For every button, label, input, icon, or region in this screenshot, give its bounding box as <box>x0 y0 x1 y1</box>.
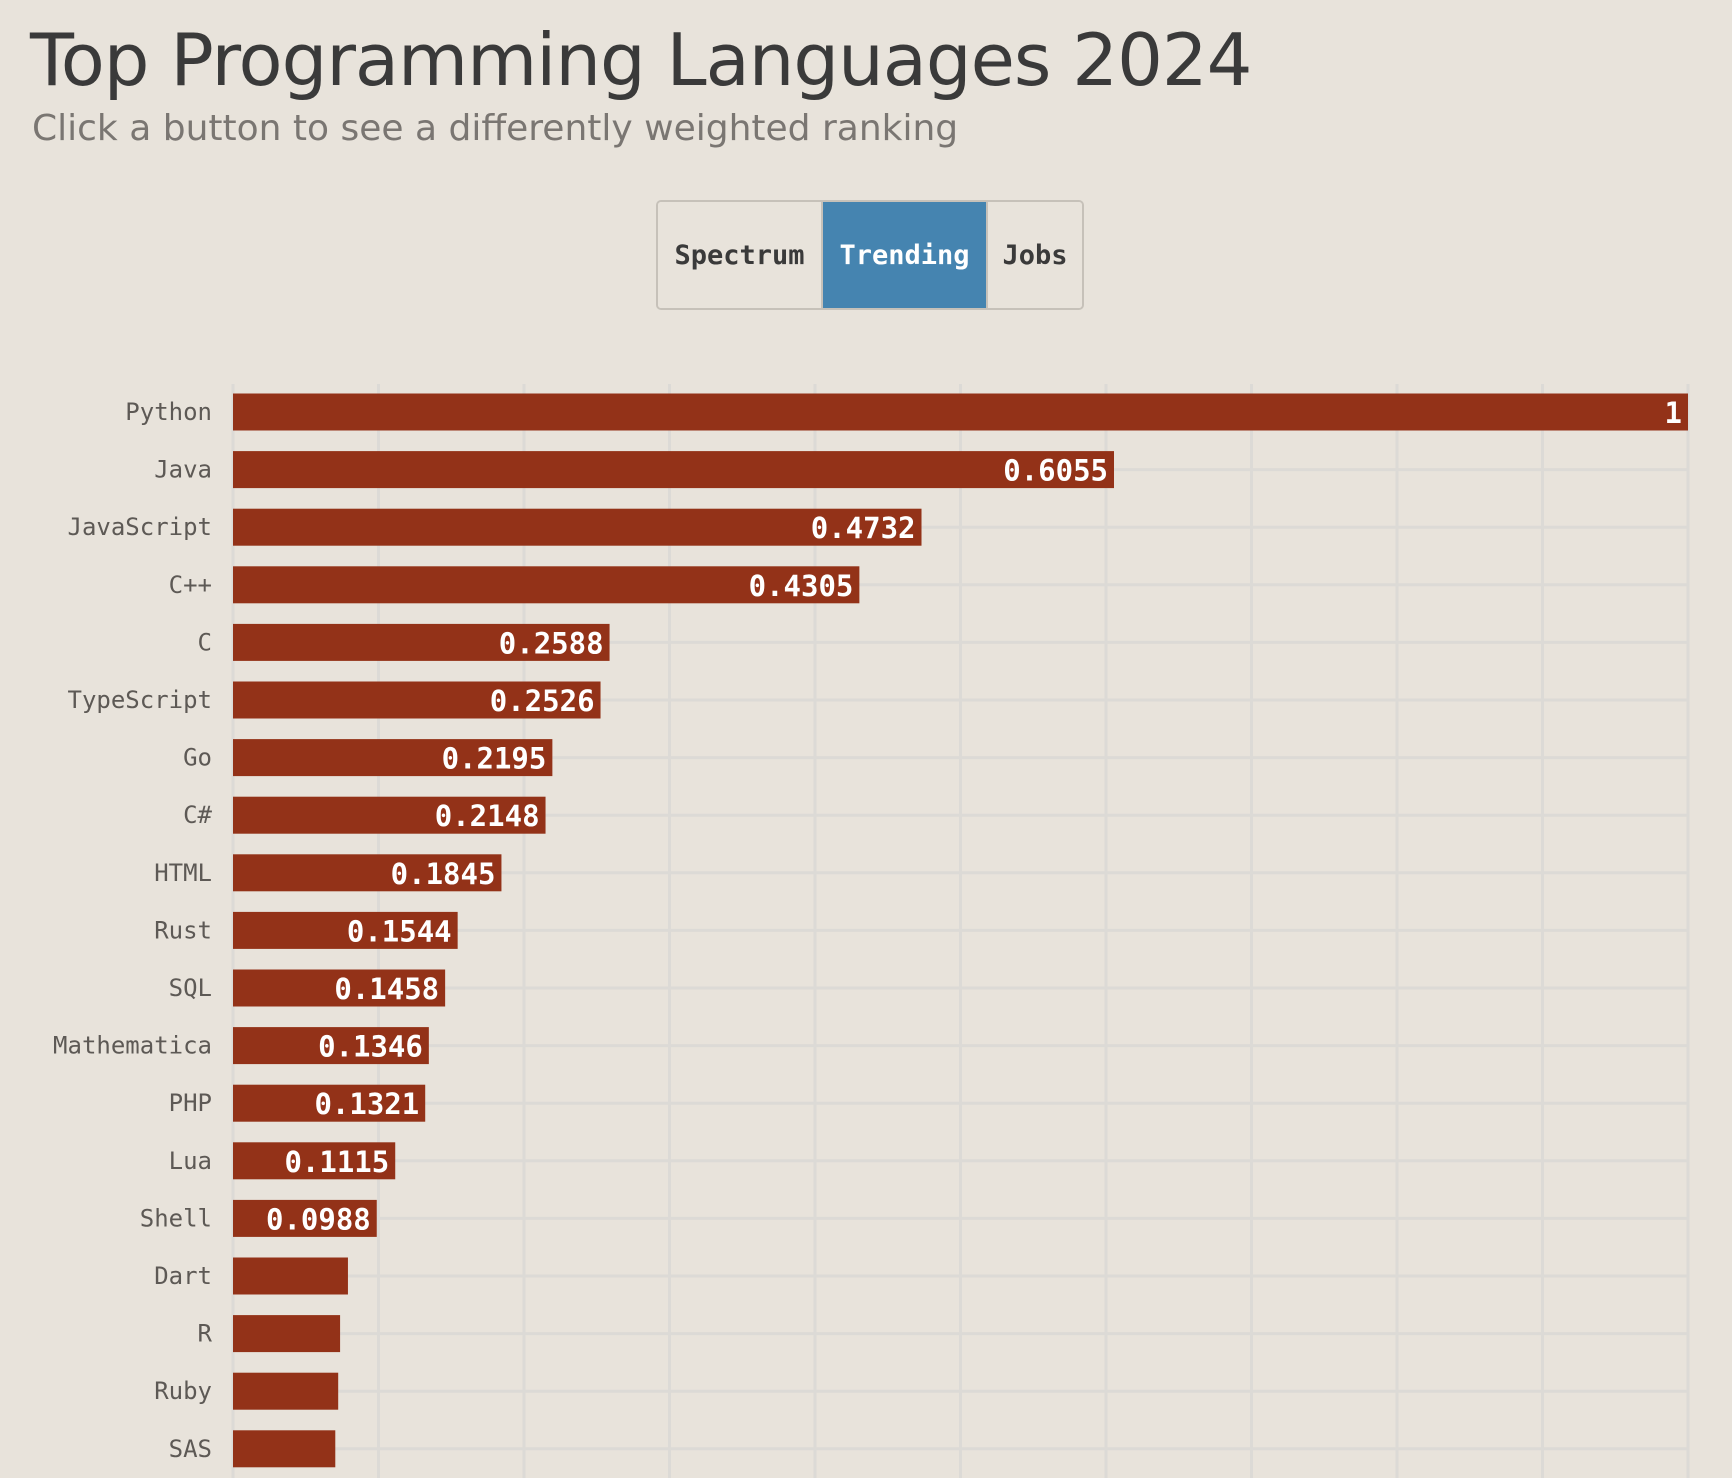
value-label: 0.1845 <box>391 857 496 891</box>
value-label: 0.1115 <box>284 1145 389 1179</box>
value-label: 0.1346 <box>318 1030 423 1064</box>
value-label: 0.2148 <box>435 799 540 833</box>
bar-shell[interactable] <box>233 1199 377 1237</box>
bar-go[interactable] <box>233 739 553 777</box>
category-label: Java <box>154 456 212 484</box>
bar-python[interactable] <box>233 393 1688 431</box>
bar-sql[interactable] <box>233 969 446 1007</box>
value-label: 0.1544 <box>347 914 452 948</box>
jobs-button[interactable]: Jobs <box>986 202 1082 308</box>
bar-dart[interactable] <box>233 1257 348 1295</box>
category-label: HTML <box>154 859 212 887</box>
category-label: Lua <box>169 1147 212 1175</box>
ranking-button-group: Spectrum Trending Jobs <box>656 200 1084 310</box>
category-label: Python <box>125 398 212 426</box>
category-label: Dart <box>154 1262 212 1290</box>
bar-typescript[interactable] <box>233 681 601 719</box>
bar-javascript[interactable] <box>233 508 922 546</box>
bar-lua[interactable] <box>233 1142 396 1180</box>
category-label: SQL <box>169 974 212 1002</box>
category-label: SAS <box>169 1435 212 1463</box>
value-label: 0.1321 <box>314 1087 419 1121</box>
bar-r[interactable] <box>233 1315 341 1353</box>
bar-mathematica[interactable] <box>233 1027 429 1065</box>
value-label: 0.1458 <box>334 972 439 1006</box>
value-label: 0.2588 <box>499 626 604 660</box>
category-label: Go <box>183 744 212 772</box>
bar-c[interactable] <box>233 796 546 834</box>
value-label: 0.4305 <box>749 569 854 603</box>
ranking-bar-chart: Python 1 Java 0.6055 JavaScript 0.4732 C++ 0.43… <box>53 384 1690 1478</box>
page-subtitle: Click a button to see a differently weig… <box>32 108 959 149</box>
bar-html[interactable] <box>233 854 502 892</box>
value-label: 1 <box>1665 396 1682 430</box>
category-label: Mathematica <box>53 1032 212 1060</box>
category-label: C <box>198 628 212 656</box>
page-title: Top Programming Languages 2024 <box>30 18 1252 102</box>
value-label: 0.4732 <box>811 511 916 545</box>
bar-ruby[interactable] <box>233 1372 339 1410</box>
value-label: 0.6055 <box>1003 454 1108 488</box>
bar-php[interactable] <box>233 1084 426 1122</box>
category-label: PHP <box>169 1089 212 1117</box>
category-label: JavaScript <box>68 513 213 541</box>
category-label: C++ <box>169 571 212 599</box>
category-label: TypeScript <box>68 686 213 714</box>
category-label: Ruby <box>154 1377 212 1405</box>
bar-sas[interactable] <box>233 1430 336 1468</box>
bar-c[interactable] <box>233 566 860 604</box>
spectrum-button[interactable]: Spectrum <box>658 202 821 308</box>
value-label: 0.0988 <box>266 1202 371 1236</box>
value-label: 0.2526 <box>490 684 595 718</box>
bar-c[interactable] <box>233 623 610 661</box>
trending-button[interactable]: Trending <box>821 202 986 308</box>
category-label: C# <box>183 801 212 829</box>
category-label: Rust <box>154 916 212 944</box>
category-label: Shell <box>140 1204 212 1232</box>
bar-rust[interactable] <box>233 911 458 949</box>
bar-java[interactable] <box>233 451 1115 489</box>
category-label: R <box>198 1320 213 1348</box>
value-label: 0.2195 <box>442 742 547 776</box>
